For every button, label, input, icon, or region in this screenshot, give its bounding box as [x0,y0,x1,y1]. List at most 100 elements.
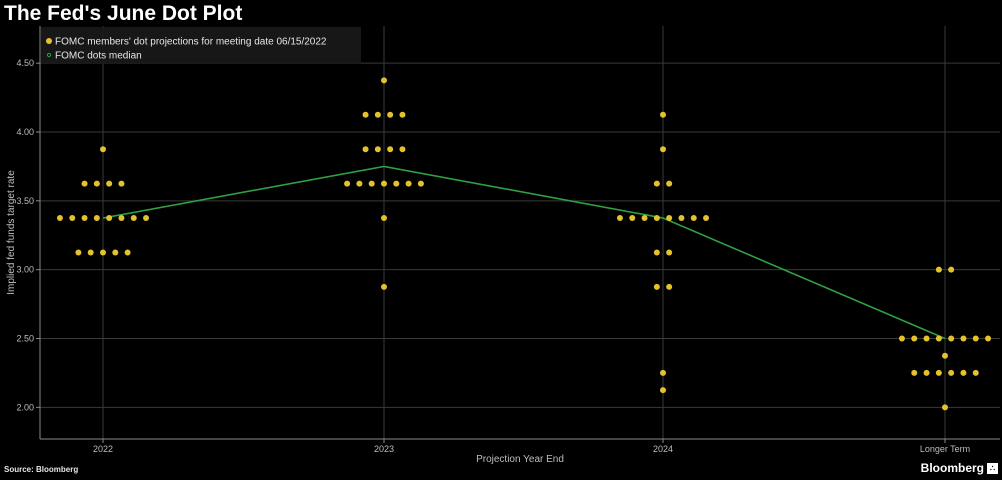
dot-projection [911,369,918,376]
dot-projection [56,215,63,222]
dot-projection [942,404,948,411]
dot-projection [130,215,137,222]
dot-projection [653,180,660,187]
dot-projection [948,369,955,376]
dot-projection [118,215,125,222]
dot-projection [666,180,673,187]
dot-projection [653,249,660,256]
dot-projection [935,266,942,273]
dot-projection [100,146,106,153]
dot-projection [616,215,623,222]
dot-projection [93,180,100,187]
median-line [102,165,946,340]
dot-projection [942,352,948,359]
dot-projection [69,215,76,222]
x-tick-label: Longer Term [920,444,970,454]
dot-projection [666,215,673,222]
y-tick-label: 4.50 [16,58,34,68]
dot-projection [960,369,967,376]
grid-lines [40,26,1000,439]
dot-projection [678,215,685,222]
dot-projection [362,146,369,153]
dot-projection [374,111,381,118]
dot-projection [985,335,992,342]
dot-projection [356,180,363,187]
median-series [102,165,946,340]
dot-projection [393,180,400,187]
dot-projection [381,180,387,187]
dot-projection [81,180,88,187]
legend-median-marker [46,52,52,58]
chart-title: The Fed's June Dot Plot [4,2,243,25]
y-tick-label: 4.00 [16,127,34,137]
legend-label-dots: FOMC members' dot projections for meetin… [55,37,327,48]
dot-projection [660,111,666,118]
x-tick-label: 2024 [653,444,673,454]
y-tick-label: 2.50 [16,334,34,344]
dot-projection [106,180,113,187]
dot-projection [387,111,394,118]
dot-projection [387,146,394,153]
dot-projection [641,215,648,222]
dot-projection [118,180,125,187]
dot-projection [106,215,113,222]
dot-projection [374,146,381,153]
y-tick-label: 3.00 [16,265,34,275]
x-axis-label: Projection Year End [476,454,564,465]
dot-projection [935,335,942,342]
dot-projection [81,215,88,222]
dot-projections-series [56,77,992,411]
dot-projection [911,335,918,342]
dot-projection [960,335,967,342]
y-tick-label: 3.50 [16,196,34,206]
dot-projection [948,266,955,273]
dot-projection [362,111,369,118]
dot-projection [75,249,82,256]
legend: FOMC members' dot projections for meetin… [41,27,361,64]
legend-label-median: FOMC dots median [55,51,142,62]
y-axis-label: Implied fed funds target rate [6,170,17,295]
dot-projection [93,215,100,222]
dot-projection [666,249,673,256]
brand-name: Bloomberg [920,461,984,475]
dot-projection [935,369,942,376]
dot-projection [948,335,955,342]
dot-projection [344,180,351,187]
bloomberg-logo: Bloomberg ∴ [921,461,998,475]
dot-projection [381,215,387,222]
dot-projection [112,249,119,256]
dot-projection [923,369,930,376]
legend-box [41,27,361,64]
dot-projection [660,369,666,376]
x-tick-label: 2022 [93,444,113,454]
dot-projection [100,249,106,256]
dot-projection [703,215,710,222]
dot-projection [143,215,150,222]
dot-projection [972,335,979,342]
dot-projection [629,215,636,222]
dot-projection [405,180,412,187]
dot-projection [399,146,406,153]
dot-projection [87,249,94,256]
dot-projection [898,335,905,342]
dot-projection [381,283,387,290]
legend-dot-marker [46,38,52,44]
dot-projection [653,283,660,290]
dot-projection [666,283,673,290]
dot-projection [124,249,131,256]
dot-projection [653,215,660,222]
axes: 2.00 2.50 3.00 3.50 4.00 4.50 2022 2023 2024 Long… [6,26,1000,465]
y-tick-label: 2.00 [16,402,34,412]
dot-projection [368,180,375,187]
source-note: Source: Bloomberg [4,465,79,474]
dot-projection [381,77,387,84]
dot-projection [972,369,979,376]
dot-projection [690,215,697,222]
dot-projection [417,180,424,187]
dot-projection [923,335,930,342]
dot-projection [660,146,666,153]
dot-projection [399,111,406,118]
bloomberg-mark-icon: ∴ [987,462,998,474]
dot-projection [660,387,666,394]
